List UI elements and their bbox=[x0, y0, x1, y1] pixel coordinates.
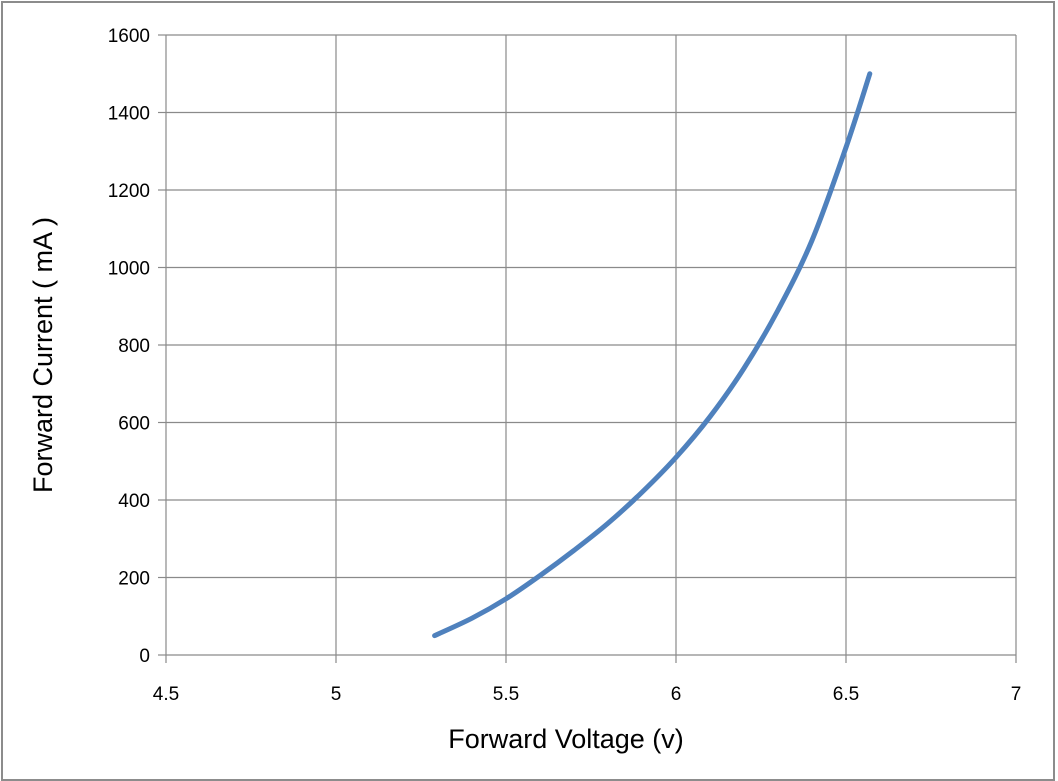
x-tick-label: 7 bbox=[1011, 684, 1022, 705]
x-tick-label: 6.5 bbox=[833, 684, 859, 705]
y-tick-label: 1200 bbox=[108, 181, 150, 202]
forward-iv-chart: 0 200 400 600 800 1000 1200 1400 1600 4.5 5 5.5 6 6.… bbox=[28, 26, 1022, 754]
x-tick-label: 5.5 bbox=[493, 684, 519, 705]
y-tick-label: 1400 bbox=[108, 104, 150, 125]
y-tick-label: 1600 bbox=[108, 26, 150, 47]
y-tick-label: 200 bbox=[118, 569, 150, 590]
series-line bbox=[432, 71, 873, 639]
grid bbox=[158, 34, 1017, 663]
x-tick-label: 4.5 bbox=[153, 684, 179, 705]
series-layer bbox=[432, 71, 873, 639]
y-tick-label: 0 bbox=[139, 646, 150, 667]
x-tick-label: 6 bbox=[671, 684, 682, 705]
y-tick-label: 1000 bbox=[108, 259, 150, 280]
y-tick-label: 800 bbox=[118, 336, 150, 357]
y-tick-label: 400 bbox=[118, 491, 150, 512]
x-axis-title: Forward Voltage (v) bbox=[448, 724, 684, 754]
x-axis-ticks: 4.5 5 5.5 6 6.5 7 bbox=[153, 684, 1022, 705]
y-axis-title: Forward Current ( mA ) bbox=[28, 217, 58, 493]
y-tick-label: 600 bbox=[118, 414, 150, 435]
x-tick-label: 5 bbox=[331, 684, 342, 705]
y-axis-ticks: 0 200 400 600 800 1000 1200 1400 1600 bbox=[108, 26, 150, 667]
